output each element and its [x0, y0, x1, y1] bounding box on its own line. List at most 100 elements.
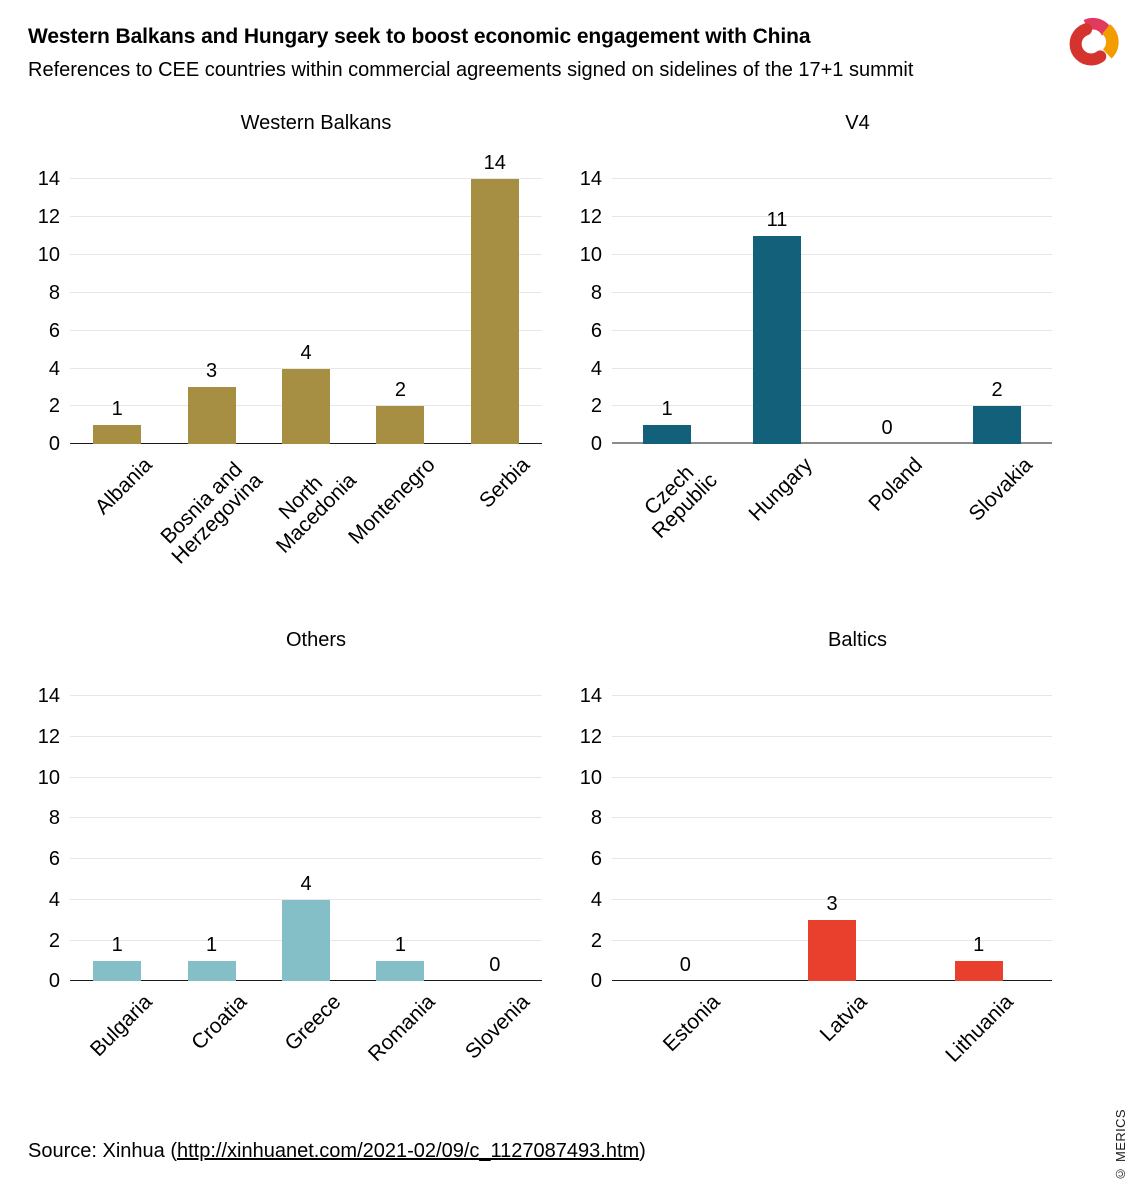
gridline — [612, 216, 1052, 218]
bar — [753, 236, 801, 445]
source-suffix: ) — [639, 1140, 646, 1162]
y-tick-label: 8 — [48, 281, 60, 304]
y-tick-label: 4 — [590, 888, 602, 911]
x-category-label-text: Hungary — [744, 453, 817, 526]
page-subtitle: References to CEE countries within comme… — [28, 59, 914, 82]
plot-area: 1 1 4 1 0 — [70, 695, 542, 982]
x-axis-labels: Czech Republic Hungary Poland Slovakia — [612, 444, 1052, 572]
chart-body: 0 2 4 6 8 10 12 14 1 11 0 2 Czech Republic Hungary P… — [562, 169, 1103, 572]
y-tick-label: 4 — [590, 357, 602, 380]
bar-value-label: 1 — [661, 398, 673, 421]
x-axis-labels: Estonia Latvia Lithuania — [612, 981, 1052, 1087]
bar-value-label: 4 — [300, 872, 312, 895]
y-tick-label: 6 — [590, 319, 602, 342]
gridline — [612, 329, 1052, 331]
gridline — [612, 735, 1052, 737]
y-tick-label: 8 — [590, 281, 602, 304]
x-category-label-text: Romania — [364, 990, 440, 1067]
chart-title: V4 — [845, 112, 870, 135]
source-link[interactable]: http://xinhuanet.com/2021-02/09/c_112708… — [176, 1140, 640, 1162]
x-category-label-text: Greece — [280, 990, 346, 1056]
y-tick-label: 10 — [579, 766, 602, 789]
x-axis-labels: Albania Bosnia and Herzegovina North Maced… — [70, 444, 542, 572]
gridline — [70, 898, 542, 900]
bar-value-label: 4 — [300, 341, 312, 364]
chart-baltics: Baltics 0 2 4 6 8 10 12 14 0 3 1 Estonia Latvia Lit… — [562, 628, 1103, 1087]
y-tick-label: 4 — [48, 888, 60, 911]
x-category-label-text: Czech Republic — [640, 461, 722, 544]
x-axis-labels: Bulgaria Croatia Greece Romania Slovenia — [70, 981, 542, 1087]
y-tick-label: 14 — [579, 168, 602, 191]
bar — [973, 406, 1021, 445]
bar — [93, 425, 142, 445]
x-category-label-text: Poland — [864, 453, 927, 517]
chart-title: Baltics — [828, 629, 887, 652]
gridline — [70, 695, 542, 697]
y-tick-label: 2 — [590, 395, 602, 418]
y-tick-label: 10 — [579, 243, 602, 266]
chart-title: Western Balkans — [240, 112, 392, 135]
bar-value-label: 3 — [826, 893, 838, 916]
x-category-label-text: Latvia — [815, 990, 872, 1047]
y-tick-label: 0 — [48, 433, 60, 456]
x-category-label-text: Bosnia and Herzegovina — [156, 458, 267, 569]
x-category-label-text: Albania — [90, 453, 157, 520]
chart-body: 0 2 4 6 8 10 12 14 1 3 4 2 14 Albania Bosnia and Her… — [30, 153, 562, 572]
y-tick-label: 6 — [48, 848, 60, 871]
gridline — [70, 216, 542, 218]
gridline — [612, 817, 1052, 819]
bar — [282, 899, 330, 982]
bar — [470, 179, 519, 445]
y-tick-label: 10 — [37, 243, 60, 266]
bar-value-label: 1 — [206, 933, 218, 956]
x-category-label-text: Bulgaria — [85, 990, 157, 1062]
y-tick-label: 8 — [590, 807, 602, 830]
bar-value-label: 11 — [766, 209, 788, 232]
x-axis-line — [612, 441, 1052, 445]
plot-column: 1 11 0 2 Czech Republic Hungary Poland Slovaki… — [612, 178, 1052, 572]
source-line: Source: Xinhua (http://xinhuanet.com/202… — [28, 1140, 646, 1163]
y-tick-label: 14 — [37, 685, 60, 708]
gridline — [70, 329, 542, 331]
y-tick-label: 2 — [590, 929, 602, 952]
y-tick-label: 6 — [48, 319, 60, 342]
bar-value-label: 0 — [881, 417, 893, 440]
chart-western-balkans: Western Balkans 0 2 4 6 8 10 12 14 1 3 4 2 14 Alban… — [30, 111, 562, 572]
x-category-label-text: Montenegro — [344, 453, 440, 550]
y-tick-label: 6 — [590, 848, 602, 871]
plot-column: 1 3 4 2 14 Albania Bosnia and Herzegovina Nort… — [70, 153, 542, 572]
y-axis: 0 2 4 6 8 10 12 14 — [30, 169, 70, 454]
gridline — [70, 253, 542, 255]
bar — [187, 387, 236, 445]
plot-area: 1 3 4 2 14 — [70, 153, 542, 445]
y-tick-label: 2 — [48, 395, 60, 418]
chart-body: 0 2 4 6 8 10 12 14 0 3 1 Estonia Latvia Lithuania — [562, 686, 1103, 1087]
y-tick-label: 12 — [579, 206, 602, 229]
bar-value-label: 0 — [489, 954, 501, 977]
gridline — [70, 735, 542, 737]
y-tick-label: 12 — [579, 725, 602, 748]
page-title: Western Balkans and Hungary seek to boos… — [28, 25, 811, 48]
bar-value-label: 1 — [394, 933, 406, 956]
plot-area: 0 3 1 — [612, 695, 1052, 982]
chart-title: Others — [285, 629, 347, 652]
y-tick-label: 14 — [37, 168, 60, 191]
y-tick-label: 8 — [48, 807, 60, 830]
bar-value-label: 2 — [394, 379, 406, 402]
plot-column: 0 3 1 Estonia Latvia Lithuania — [612, 695, 1052, 1087]
bar-value-label: 14 — [483, 152, 506, 175]
header: Western Balkans and Hungary seek to boos… — [0, 0, 1133, 83]
y-tick-label: 12 — [37, 206, 60, 229]
merics-logo-icon — [1069, 17, 1119, 66]
charts-grid: Western Balkans 0 2 4 6 8 10 12 14 1 3 4 2 14 Alban… — [0, 111, 1133, 1087]
y-axis: 0 2 4 6 8 10 12 14 — [562, 686, 612, 991]
source-prefix: Source: Xinhua ( — [28, 1140, 177, 1162]
bar-value-label: 3 — [206, 360, 218, 383]
gridline — [612, 695, 1052, 697]
x-category-label-text: Slovenia — [461, 990, 535, 1064]
y-tick-label: 0 — [48, 970, 60, 993]
y-tick-label: 2 — [48, 929, 60, 952]
gridline — [612, 178, 1052, 180]
plot-area: 1 11 0 2 — [612, 178, 1052, 445]
